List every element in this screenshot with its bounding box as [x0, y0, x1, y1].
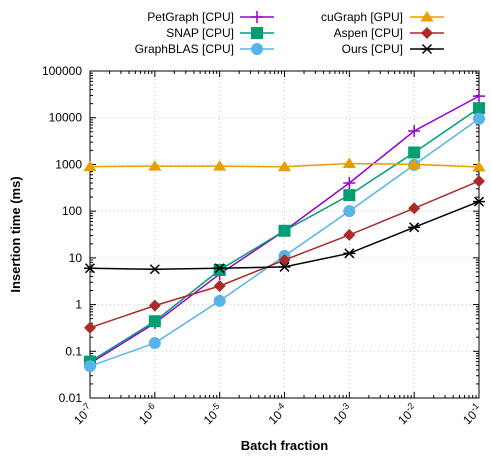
y-tick-label: 1	[75, 298, 82, 312]
data-point	[408, 124, 421, 137]
data-point	[343, 228, 356, 241]
y-tick-label: 10000	[49, 111, 83, 125]
legend-label: Aspen [CPU]	[334, 26, 403, 40]
x-axis-title: Batch fraction	[241, 438, 328, 453]
data-point	[473, 196, 485, 207]
data-point	[343, 189, 356, 202]
data-point	[251, 43, 263, 55]
data-point	[213, 160, 227, 171]
y-tick-label: 100	[62, 204, 82, 218]
x-tick-label: 10-5	[199, 401, 225, 427]
legend-label: PetGraph [CPU]	[147, 10, 234, 24]
data-point	[473, 175, 485, 188]
legend-item: GraphBLAS [CPU]	[135, 42, 274, 56]
data-point	[278, 261, 291, 272]
data-point	[343, 248, 356, 259]
legend-item: PetGraph [CPU]	[147, 10, 274, 24]
data-point	[408, 222, 421, 233]
legend-item: SNAP [CPU]	[166, 26, 274, 40]
axes: 0.010.111010010001000010000010-710-610-5…	[42, 64, 485, 427]
data-point	[473, 102, 485, 115]
data-point	[83, 160, 97, 172]
legend-label: Ours [CPU]	[342, 42, 403, 56]
data-point	[421, 27, 433, 39]
y-tick-label: 0.1	[65, 344, 82, 358]
data-point	[407, 158, 421, 169]
data-point	[277, 160, 292, 172]
data-point	[213, 279, 226, 292]
x-tick-label: 10-4	[264, 401, 290, 427]
x-tick-label: 10-2	[394, 401, 420, 427]
data-point	[251, 27, 263, 39]
legend-item: cuGraph [GPU]	[321, 10, 444, 24]
data-point	[84, 263, 96, 274]
y-tick-label: 10	[69, 251, 83, 265]
data-point	[251, 11, 263, 23]
data-point	[148, 160, 162, 171]
data-point	[342, 157, 356, 168]
data-point	[473, 112, 485, 125]
x-tick-label: 10-3	[329, 401, 355, 427]
series-cugraph	[83, 157, 486, 172]
series-ours	[84, 196, 485, 275]
data-point	[213, 263, 226, 276]
data-point	[420, 11, 434, 22]
y-axis-title: Insertion time (ms)	[8, 176, 23, 292]
series-aspen	[84, 175, 485, 334]
data-point	[213, 263, 226, 274]
data-point	[408, 146, 421, 159]
y-tick-label: 100000	[42, 64, 82, 78]
y-tick-label: 0.01	[59, 391, 83, 405]
data-point	[408, 202, 421, 215]
data-point	[343, 177, 356, 190]
legend: PetGraph [CPU] SNAP [CPU] GraphBLAS [CPU] c…	[135, 10, 444, 56]
legend-label: cuGraph [GPU]	[321, 10, 403, 24]
legend-label: SNAP [CPU]	[166, 26, 234, 40]
legend-item: Aspen [CPU]	[334, 26, 444, 40]
data-point	[343, 205, 356, 218]
data-point	[84, 360, 96, 373]
data-point	[148, 264, 161, 275]
data-point	[148, 299, 161, 312]
x-tick-label: 10-6	[135, 401, 161, 427]
data-point	[472, 161, 486, 172]
data-point	[148, 337, 161, 350]
data-point	[213, 294, 226, 307]
legend-item: Ours [CPU]	[342, 42, 444, 56]
series-group	[83, 90, 486, 373]
x-tick-label: 10-1	[459, 401, 485, 427]
data-point	[278, 224, 291, 237]
series-snap	[84, 102, 485, 368]
data-point	[473, 90, 485, 103]
data-point	[84, 321, 96, 334]
data-point	[421, 43, 433, 55]
legend-label: GraphBLAS [CPU]	[135, 42, 234, 56]
data-point	[148, 315, 161, 328]
y-tick-label: 1000	[55, 157, 82, 171]
